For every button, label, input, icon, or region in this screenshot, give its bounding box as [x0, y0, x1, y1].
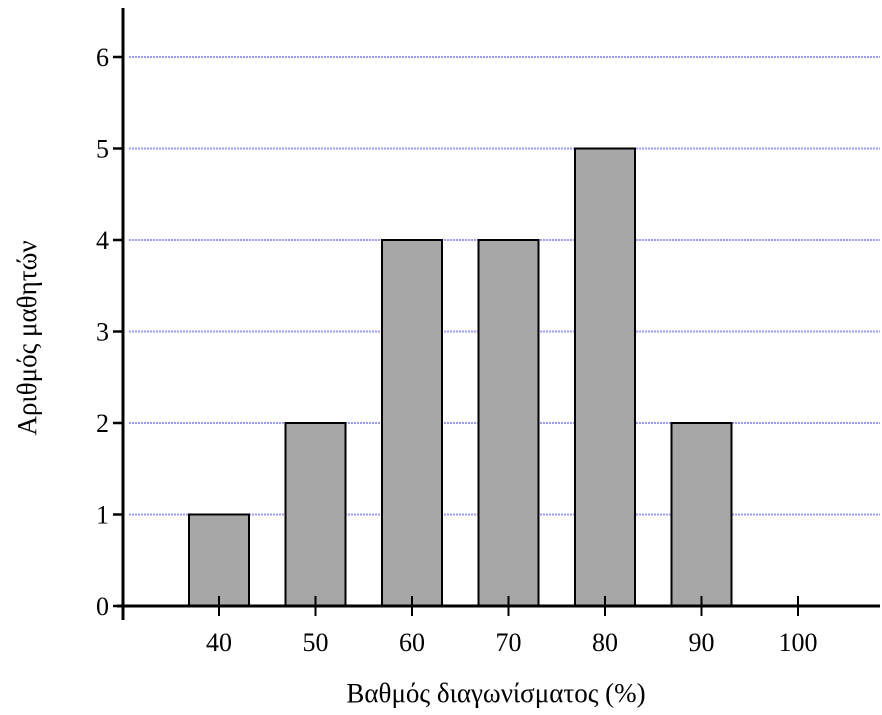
x-tick-label-100: 100 — [779, 628, 818, 657]
x-tick-label-90: 90 — [689, 628, 715, 657]
y-tick-label-2: 2 — [96, 409, 109, 438]
x-tick-label-70: 70 — [496, 628, 522, 657]
bar-40 — [188, 513, 250, 607]
y-tick-label-4: 4 — [96, 226, 109, 255]
x-tick-label-80: 80 — [592, 628, 618, 657]
bar-50 — [284, 422, 347, 607]
y-tick-label-1: 1 — [96, 501, 109, 530]
y-axis-title: Αριθμός μαθητών — [12, 240, 42, 435]
y-tick-label-0: 0 — [96, 592, 109, 621]
bars — [188, 147, 733, 607]
x-axis-title: Βαθμός διαγωνίσματος (%) — [346, 678, 645, 708]
y-tick-label-3: 3 — [96, 318, 109, 347]
x-ticks: 40 50 60 70 80 90 100 — [206, 596, 818, 657]
axes — [117, 8, 880, 620]
bar-80 — [574, 147, 636, 607]
y-ticks: 0 1 2 3 4 5 6 — [96, 43, 123, 621]
x-tick-label-60: 60 — [399, 628, 425, 657]
x-tick-label-50: 50 — [303, 628, 329, 657]
bar-70 — [477, 239, 540, 607]
bar-90 — [670, 422, 733, 607]
y-tick-label-5: 5 — [96, 135, 109, 164]
y-tick-label-6: 6 — [96, 43, 109, 72]
bar-60 — [381, 239, 443, 607]
x-tick-label-40: 40 — [206, 628, 232, 657]
